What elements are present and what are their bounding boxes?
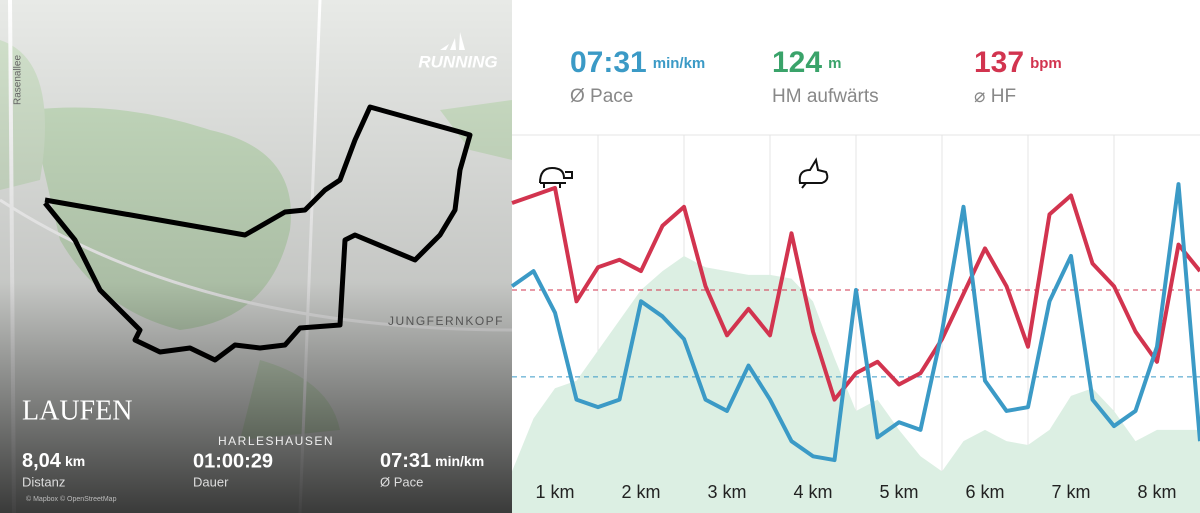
stat-label: Distanz bbox=[22, 474, 65, 489]
summary-unit: bpm bbox=[1030, 55, 1062, 72]
summary: 07:31 min/km Ø Pace 124 m HM aufwärts 137 bpm ⌀ … bbox=[570, 46, 1062, 107]
series-line bbox=[511, 185, 1200, 402]
rabbit-icon bbox=[798, 157, 829, 189]
summary-value: 124 bbox=[772, 46, 822, 79]
place-label: HARLESHAUSEN bbox=[218, 434, 334, 448]
x-tick-label: 2 km bbox=[621, 482, 660, 502]
summary-value: 137 bbox=[974, 46, 1024, 79]
chart: 1 km 2 km 3 km 4 km 5 km 6 km 7 km 8 km bbox=[510, 135, 1200, 513]
brand: RUNNING bbox=[418, 52, 497, 71]
x-tick-label: 8 km bbox=[1137, 482, 1176, 502]
summary-unit: m bbox=[828, 55, 841, 72]
stat: 8,04 km bbox=[22, 450, 85, 472]
summary-stat: 137 bpm bbox=[974, 46, 1062, 79]
turtle-icon bbox=[539, 166, 573, 188]
place-label: JUNGFERNKOPF bbox=[388, 314, 504, 328]
stat-value: 01:00:29 bbox=[193, 450, 273, 472]
summary-stat: 07:31 min/km bbox=[570, 46, 705, 79]
elevation-area bbox=[512, 255, 1200, 513]
stat-value: 07:31 bbox=[380, 450, 431, 472]
series-line bbox=[510, 182, 1200, 463]
x-tick-label: 1 km bbox=[535, 482, 574, 502]
x-tick-label: 4 km bbox=[793, 482, 832, 502]
summary-stat: 124 m bbox=[772, 46, 841, 79]
summary-value: 07:31 bbox=[570, 46, 647, 79]
summary-label: ⌀ HF bbox=[974, 86, 1016, 107]
stat-value: 8,04 bbox=[22, 450, 62, 472]
stat-label: Ø Pace bbox=[380, 474, 423, 489]
activity: LAUFEN bbox=[22, 395, 132, 426]
summary-label: Ø Pace bbox=[570, 86, 633, 107]
attribution: © Mapbox © OpenStreetMap bbox=[26, 495, 117, 503]
street-label: Rasenallee bbox=[13, 55, 24, 105]
pace-icons bbox=[539, 157, 829, 189]
summary-label: HM aufwärts bbox=[772, 86, 879, 107]
summary-unit: min/km bbox=[653, 55, 706, 72]
map: Rasenallee RUNNING JUNGFERNKOPF HARLESHA… bbox=[0, 0, 513, 513]
stat: 07:31 min/km bbox=[380, 450, 484, 472]
route bbox=[43, 104, 473, 363]
stat-label: Dauer bbox=[193, 474, 229, 489]
x-tick-label: 5 km bbox=[879, 482, 918, 502]
x-tick-label: 3 km bbox=[707, 482, 746, 502]
logo bbox=[440, 32, 465, 50]
stat-unit: min/km bbox=[435, 453, 484, 469]
stat-unit: km bbox=[65, 453, 85, 469]
x-tick-label: 7 km bbox=[1051, 482, 1090, 502]
x-tick-label: 6 km bbox=[965, 482, 1004, 502]
